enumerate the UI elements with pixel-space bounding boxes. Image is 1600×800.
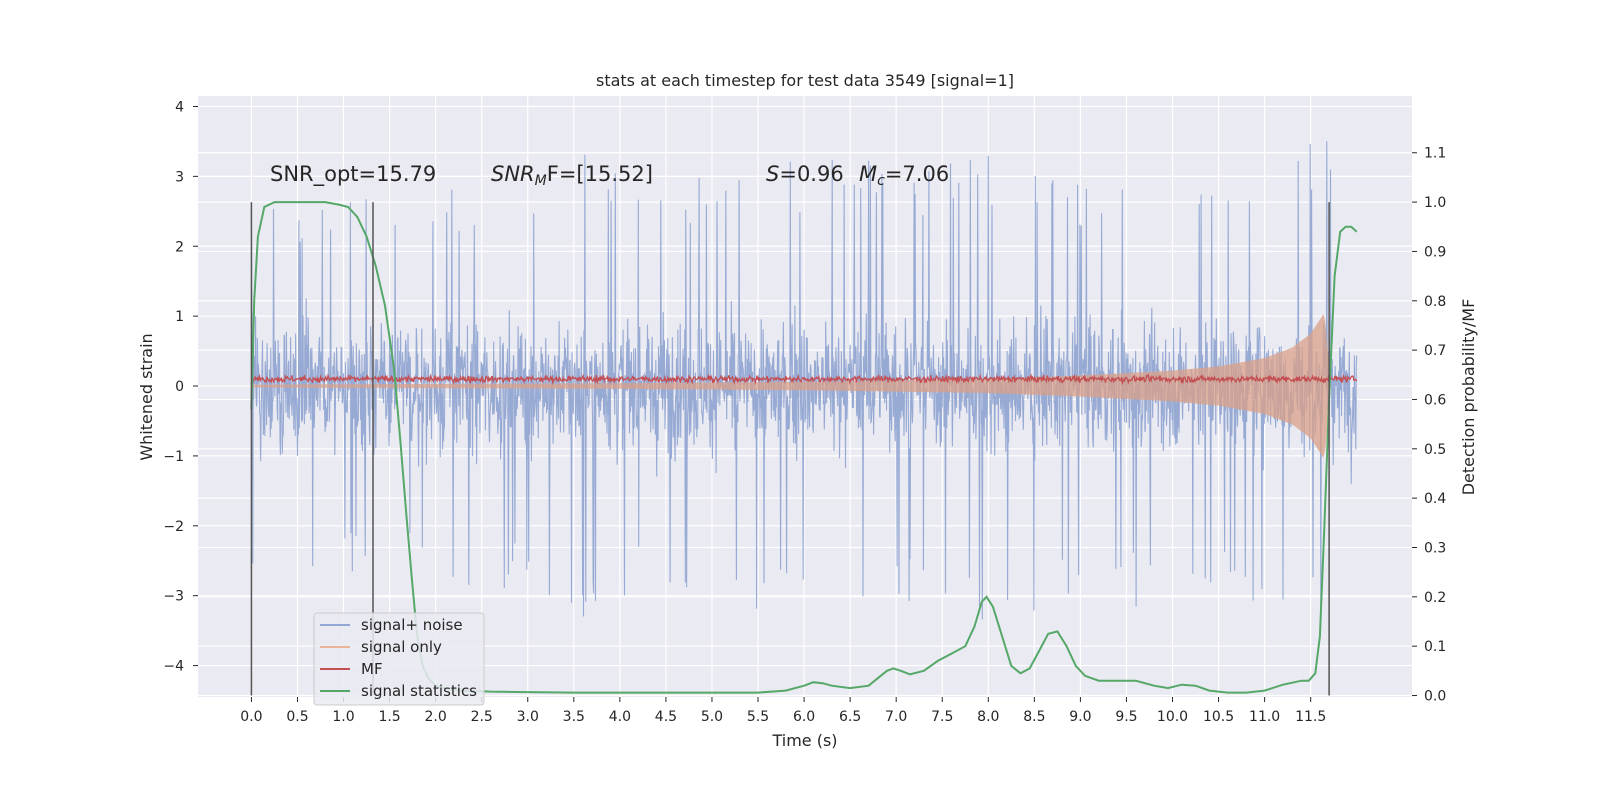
x-tick-label: 8.0: [977, 709, 999, 725]
x-tick-label: 4.5: [655, 709, 677, 725]
x-tick-label: 6.5: [839, 709, 861, 725]
series-layer: [250, 141, 1358, 694]
x-tick-label: 0.5: [286, 709, 308, 725]
annotation-mc-base: M: [859, 162, 877, 186]
chart-title: stats at each timestep for test data 354…: [596, 71, 1014, 90]
y2-axis-label: Detection probability/MF: [1459, 299, 1478, 496]
y-tick-label: 0: [175, 379, 184, 395]
legend-box: [313, 612, 485, 706]
annotation-snr-mf-f: F=[15.52]: [547, 162, 653, 186]
x-tick-label: 9.0: [1069, 709, 1091, 725]
x-tick-label: 1.0: [332, 709, 354, 725]
x-tick-label: 10.0: [1157, 709, 1188, 725]
x-tick-label: 10.5: [1203, 709, 1234, 725]
y2-tick-label: 0.0: [1424, 689, 1446, 705]
y2-tick-label: 0.4: [1424, 491, 1446, 507]
y-tick-label: 1: [175, 309, 184, 325]
series-signal-statistics: [250, 201, 1358, 694]
y-tick-label: −4: [163, 659, 184, 675]
tick-layer: 0.0 0.5 1.0 1.5 2.0 2.5 3.0 3.5 4.0 4.5 5.0 5.5 6.0 6…: [163, 99, 1446, 725]
x-tick-label: 3.0: [517, 709, 539, 725]
legend-label-signal-statistics: signal statistics: [361, 682, 477, 700]
y-tick-label: 2: [175, 239, 184, 255]
x-tick-label: 5.0: [701, 709, 723, 725]
annotation-mc: Mc=7.06: [859, 162, 949, 189]
y2-tick-label: 0.9: [1424, 244, 1446, 260]
annotation-s: S=0.96: [766, 162, 844, 186]
y-tick-label: 4: [175, 99, 184, 115]
y-tick-label: −2: [163, 519, 184, 535]
series-signal-only: [251, 314, 1331, 458]
x-tick-label: 3.5: [563, 709, 585, 725]
x-tick-label: 2.0: [425, 709, 447, 725]
y2-tick-label: 1.1: [1424, 146, 1446, 162]
y2-tick-label: 1.0: [1424, 195, 1446, 211]
x-tick-label: 7.0: [885, 709, 907, 725]
series-mf: [250, 373, 1358, 386]
x-tick-label: 4.0: [609, 709, 631, 725]
x-tick-label: 1.5: [378, 709, 400, 725]
legend-label-signal-only: signal only: [361, 638, 442, 656]
annotation-snr-mf-rest: F=[15.52]: [547, 162, 653, 186]
series-signal-noise: [250, 141, 1358, 620]
y-axis-label: Whitened strain: [137, 333, 156, 460]
y2-tick-label: 0.6: [1424, 392, 1446, 408]
annotation-snr-mf: SNRMF=[15.52]: [491, 162, 653, 189]
annotation-snr-mf-base: SNR: [491, 162, 535, 186]
annotation-s-value: =0.96: [779, 162, 843, 186]
y2-tick-label: 0.1: [1424, 639, 1446, 655]
x-tick-label: 11.0: [1249, 709, 1280, 725]
x-tick-label: 7.5: [931, 709, 953, 725]
y2-tick-label: 0.8: [1424, 294, 1446, 310]
x-tick-label: 8.5: [1023, 709, 1045, 725]
y-tick-label: 3: [175, 169, 184, 185]
x-tick-label: 6.0: [793, 709, 815, 725]
annotation-snr-opt: SNR_opt=15.79: [270, 162, 436, 187]
annotation-s-label: S: [766, 162, 779, 186]
x-tick-label: 11.5: [1295, 709, 1326, 725]
annotation-snr-mf-sub: M: [535, 173, 547, 189]
legend: signal+ noise signal only MF signal stat…: [313, 612, 485, 706]
y-tick-label: −3: [163, 589, 184, 605]
y2-tick-label: 0.3: [1424, 540, 1446, 556]
annotation-mc-value: =7.06: [885, 162, 949, 186]
legend-label-mf: MF: [361, 660, 383, 678]
y-tick-label: −1: [163, 449, 184, 465]
x-tick-label: 0.0: [240, 709, 262, 725]
x-axis-label: Time (s): [771, 731, 837, 750]
x-tick-label: 5.5: [747, 709, 769, 725]
legend-label-signal-noise: signal+ noise: [361, 616, 463, 634]
annotation-mc-sub: c: [877, 173, 885, 189]
y2-tick-label: 0.7: [1424, 343, 1446, 359]
y2-tick-label: 0.2: [1424, 590, 1446, 606]
y2-tick-label: 0.5: [1424, 442, 1446, 458]
x-tick-label: 9.5: [1115, 709, 1137, 725]
x-tick-label: 2.5: [471, 709, 493, 725]
